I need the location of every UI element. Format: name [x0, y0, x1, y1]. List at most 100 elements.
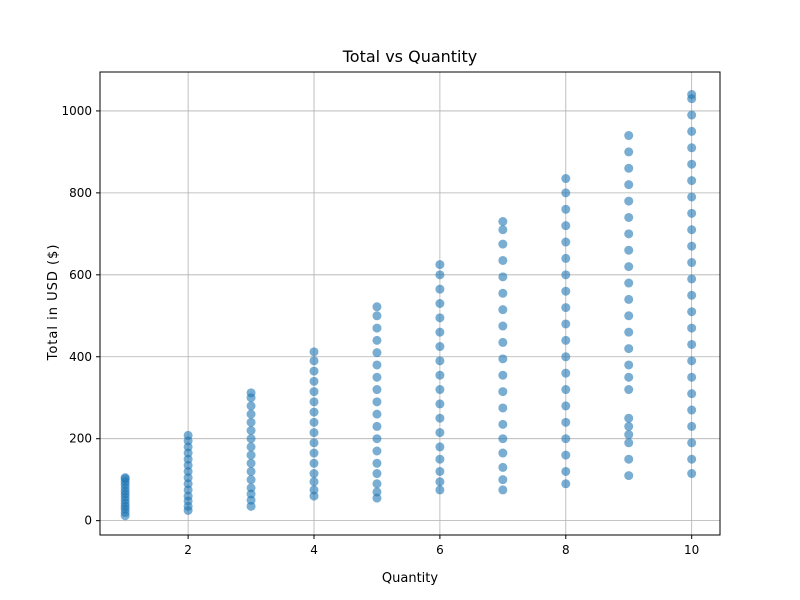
scatter-point [498, 462, 508, 472]
scatter-point [561, 335, 571, 345]
scatter-point [246, 475, 256, 485]
y-tick-label: 800 [69, 186, 92, 200]
scatter-point [372, 434, 382, 444]
scatter-point [687, 389, 697, 399]
scatter-point [246, 401, 256, 411]
scatter-point [246, 442, 256, 452]
scatter-point [561, 417, 571, 427]
scatter-point [435, 385, 445, 395]
scatter-point [372, 323, 382, 333]
x-tick-label: 10 [684, 543, 699, 557]
scatter-point [624, 278, 634, 288]
scatter-point [687, 126, 697, 136]
scatter-point [372, 311, 382, 321]
plot-frame [99, 71, 721, 536]
scatter-point [435, 356, 445, 366]
y-tick-label: 600 [69, 268, 92, 282]
scatter-point [498, 321, 508, 331]
scatter-point [498, 337, 508, 347]
scatter-point [372, 479, 382, 489]
scatter-point [372, 421, 382, 431]
scatter-point [309, 397, 319, 407]
scatter-point [498, 403, 508, 413]
scatter-point [309, 366, 319, 376]
scatter-point [309, 477, 319, 487]
scatter-point [498, 387, 508, 397]
scatter-point [372, 409, 382, 419]
scatter-point [498, 354, 508, 364]
scatter-point [246, 458, 256, 468]
y-tick-label: 200 [69, 432, 92, 446]
scatter-point [561, 352, 571, 362]
scatter-point [561, 270, 571, 280]
y-tick-label: 400 [69, 350, 92, 364]
scatter-point [561, 479, 571, 489]
scatter-point [372, 487, 382, 497]
scatter-point [498, 225, 508, 235]
scatter-point [561, 319, 571, 329]
scatter-point [687, 323, 697, 333]
scatter-point [624, 413, 634, 423]
scatter-point [498, 217, 508, 227]
scatter-point [498, 434, 508, 444]
chart-title: Total vs Quantity [342, 47, 477, 66]
scatter-point [624, 430, 634, 440]
scatter-point [435, 299, 445, 308]
scatter-point [435, 477, 445, 487]
scatter-point [498, 305, 508, 315]
scatter-point [561, 221, 571, 231]
scatter-point [624, 196, 634, 206]
scatter-point [624, 262, 634, 272]
scatter-point [624, 180, 634, 190]
scatter-point [435, 284, 445, 294]
scatter-point [687, 225, 697, 235]
scatter-point [246, 434, 256, 444]
scatter-point [309, 469, 319, 479]
scatter-point [561, 188, 571, 198]
scatter-point [624, 229, 634, 239]
x-tick-label: 4 [310, 543, 318, 557]
scatter-point [246, 417, 256, 427]
scatter-point [120, 473, 130, 483]
scatter-point [561, 401, 571, 411]
scatter-point [435, 399, 445, 409]
scatter-point [435, 442, 445, 452]
scatter-point [246, 450, 256, 460]
scatter-point [624, 147, 634, 157]
scatter-point [687, 176, 697, 186]
scatter-point [498, 370, 508, 380]
scatter-point [435, 485, 445, 495]
scatter-point [498, 255, 508, 265]
scatter-point [624, 385, 634, 395]
scatter-point [246, 388, 256, 398]
scatter-point [372, 302, 382, 312]
scatter-point [498, 239, 508, 249]
scatter-point [687, 208, 697, 218]
scatter-point [309, 347, 319, 357]
scatter-point [687, 339, 697, 349]
scatter-point [624, 163, 634, 173]
scatter-point [624, 294, 634, 304]
scatter-point [687, 90, 697, 100]
scatter-point [246, 409, 256, 419]
scatter-point [498, 475, 508, 485]
scatter-point [561, 286, 571, 296]
scatter-point [435, 260, 445, 270]
x-tick-label: 6 [436, 543, 444, 557]
y-tick-label: 1000 [61, 104, 92, 118]
scatter-point [687, 274, 697, 284]
scatter-point [687, 438, 697, 448]
scatter-point [687, 110, 697, 120]
y-tick-label: 0 [84, 514, 92, 528]
scatter-point [687, 307, 697, 317]
ticks-layer: 2 4 6 8 10 0 200 400 600 800 1000 [61, 104, 699, 557]
scatter-point [372, 348, 382, 358]
scatter-point [624, 438, 634, 448]
scatter-point [561, 204, 571, 214]
y-axis-label: Total in USD ($) [46, 244, 61, 362]
scatter-point [687, 421, 697, 431]
scatter-point [372, 397, 382, 407]
scatter-point [309, 407, 319, 417]
scatter-point [624, 344, 634, 354]
scatter-point [687, 143, 697, 153]
